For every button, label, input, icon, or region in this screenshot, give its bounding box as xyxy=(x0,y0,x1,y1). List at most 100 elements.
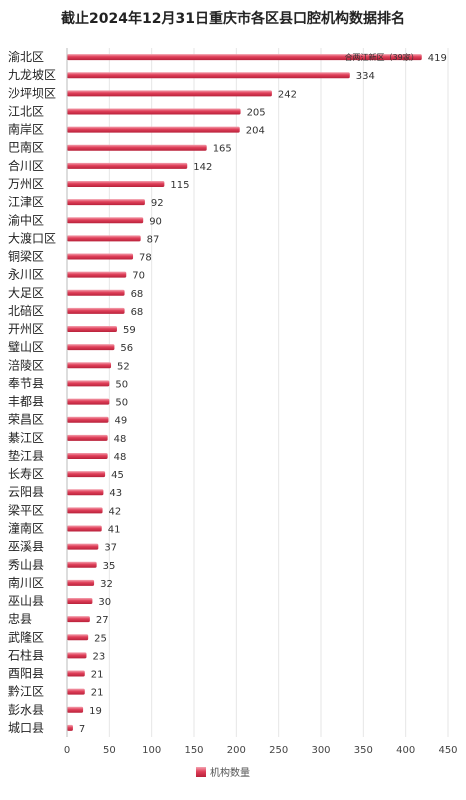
value-label: 59 xyxy=(123,325,136,336)
value-label: 165 xyxy=(213,144,232,155)
category-label: 璧山区 xyxy=(8,339,44,354)
bar xyxy=(67,307,125,314)
category-label: 奉节县 xyxy=(8,376,44,390)
bar xyxy=(67,54,422,61)
value-label: 43 xyxy=(109,488,122,499)
value-label: 21 xyxy=(91,670,104,681)
category-label: 南川区 xyxy=(8,575,44,590)
value-label: 68 xyxy=(131,289,144,300)
x-tick-label: 350 xyxy=(354,745,373,756)
value-label: 25 xyxy=(94,633,107,644)
bar xyxy=(67,362,112,369)
x-tick-label: 0 xyxy=(64,745,70,756)
bar xyxy=(67,652,87,659)
value-label: 142 xyxy=(193,162,212,173)
bar xyxy=(67,543,99,550)
bar xyxy=(67,144,207,151)
legend-swatch xyxy=(196,767,206,777)
x-tick-label: 200 xyxy=(227,745,246,756)
bar xyxy=(67,598,93,605)
bar xyxy=(67,180,165,187)
category-label: 江津区 xyxy=(8,195,44,209)
category-label: 永川区 xyxy=(8,268,44,282)
bar xyxy=(67,344,115,351)
value-label: 204 xyxy=(246,126,265,137)
value-label: 42 xyxy=(109,506,122,517)
value-label: 70 xyxy=(132,271,145,282)
category-label: 北碚区 xyxy=(8,303,44,318)
value-label: 90 xyxy=(149,216,162,227)
bar xyxy=(67,72,350,79)
bar xyxy=(67,380,110,387)
category-label: 秀山县 xyxy=(8,558,44,572)
category-label: 渝中区 xyxy=(8,212,44,227)
bar xyxy=(67,688,85,695)
bar xyxy=(67,579,95,586)
bar xyxy=(67,235,141,242)
bar xyxy=(67,398,110,405)
value-label: 50 xyxy=(115,379,128,390)
bar xyxy=(67,452,108,459)
category-label: 巫山县 xyxy=(8,594,44,608)
bar xyxy=(67,271,127,278)
value-label: 92 xyxy=(151,198,164,209)
bar xyxy=(67,416,109,423)
value-label: 45 xyxy=(111,470,124,481)
category-label: 云阳县 xyxy=(8,485,44,499)
bar xyxy=(67,525,102,532)
value-label: 115 xyxy=(170,180,189,191)
bar xyxy=(67,217,144,224)
category-label: 垫江县 xyxy=(8,448,44,463)
x-tick-label: 50 xyxy=(103,745,116,756)
bar xyxy=(67,199,145,206)
category-label: 荣昌区 xyxy=(8,413,44,427)
category-label: 彭水县 xyxy=(8,703,44,717)
category-label: 九龙坡区 xyxy=(8,68,56,82)
value-label: 49 xyxy=(114,416,127,427)
bar xyxy=(67,616,90,623)
value-label: 41 xyxy=(108,524,121,535)
category-label: 酉阳县 xyxy=(8,667,44,681)
x-tick-label: 250 xyxy=(269,745,288,756)
category-label: 丰都县 xyxy=(8,395,44,409)
value-label: 48 xyxy=(114,434,127,445)
chart-title: 截止2024年12月31日重庆市各区县口腔机构数据排名 xyxy=(61,11,405,27)
value-label: 52 xyxy=(117,361,130,372)
value-label: 30 xyxy=(98,597,111,608)
value-label: 56 xyxy=(120,343,133,354)
category-label: 梁平区 xyxy=(8,502,44,517)
value-label: 87 xyxy=(147,234,160,245)
bar xyxy=(67,326,117,333)
x-tick-label: 450 xyxy=(438,745,457,756)
value-label: 27 xyxy=(96,615,109,626)
annotation: 合两江新区（39家） xyxy=(345,52,419,62)
value-label: 419 xyxy=(428,53,447,64)
value-label: 50 xyxy=(115,398,128,409)
x-tick-label: 300 xyxy=(311,745,330,756)
bar xyxy=(67,162,188,169)
bar xyxy=(67,489,104,496)
bar xyxy=(67,507,103,514)
category-label: 武隆区 xyxy=(8,629,44,644)
value-label: 21 xyxy=(91,688,104,699)
value-label: 48 xyxy=(114,452,127,463)
category-label: 石柱县 xyxy=(8,647,44,662)
category-label: 渝北区 xyxy=(8,49,44,64)
category-label: 沙坪坝区 xyxy=(8,86,56,100)
category-label: 大渡口区 xyxy=(8,230,56,245)
x-tick-label: 150 xyxy=(184,745,203,756)
category-label: 长寿区 xyxy=(8,467,44,481)
x-tick-label: 100 xyxy=(142,745,161,756)
bar xyxy=(67,253,134,260)
category-label: 南岸区 xyxy=(8,122,44,137)
category-label: 巴南区 xyxy=(8,140,44,155)
category-label: 忠县 xyxy=(8,612,32,626)
value-label: 68 xyxy=(131,307,144,318)
category-label: 铜梁区 xyxy=(8,249,44,264)
bar xyxy=(67,634,89,641)
bar xyxy=(67,706,84,713)
bar xyxy=(67,434,108,441)
value-label: 205 xyxy=(247,107,266,118)
value-label: 37 xyxy=(104,543,117,554)
